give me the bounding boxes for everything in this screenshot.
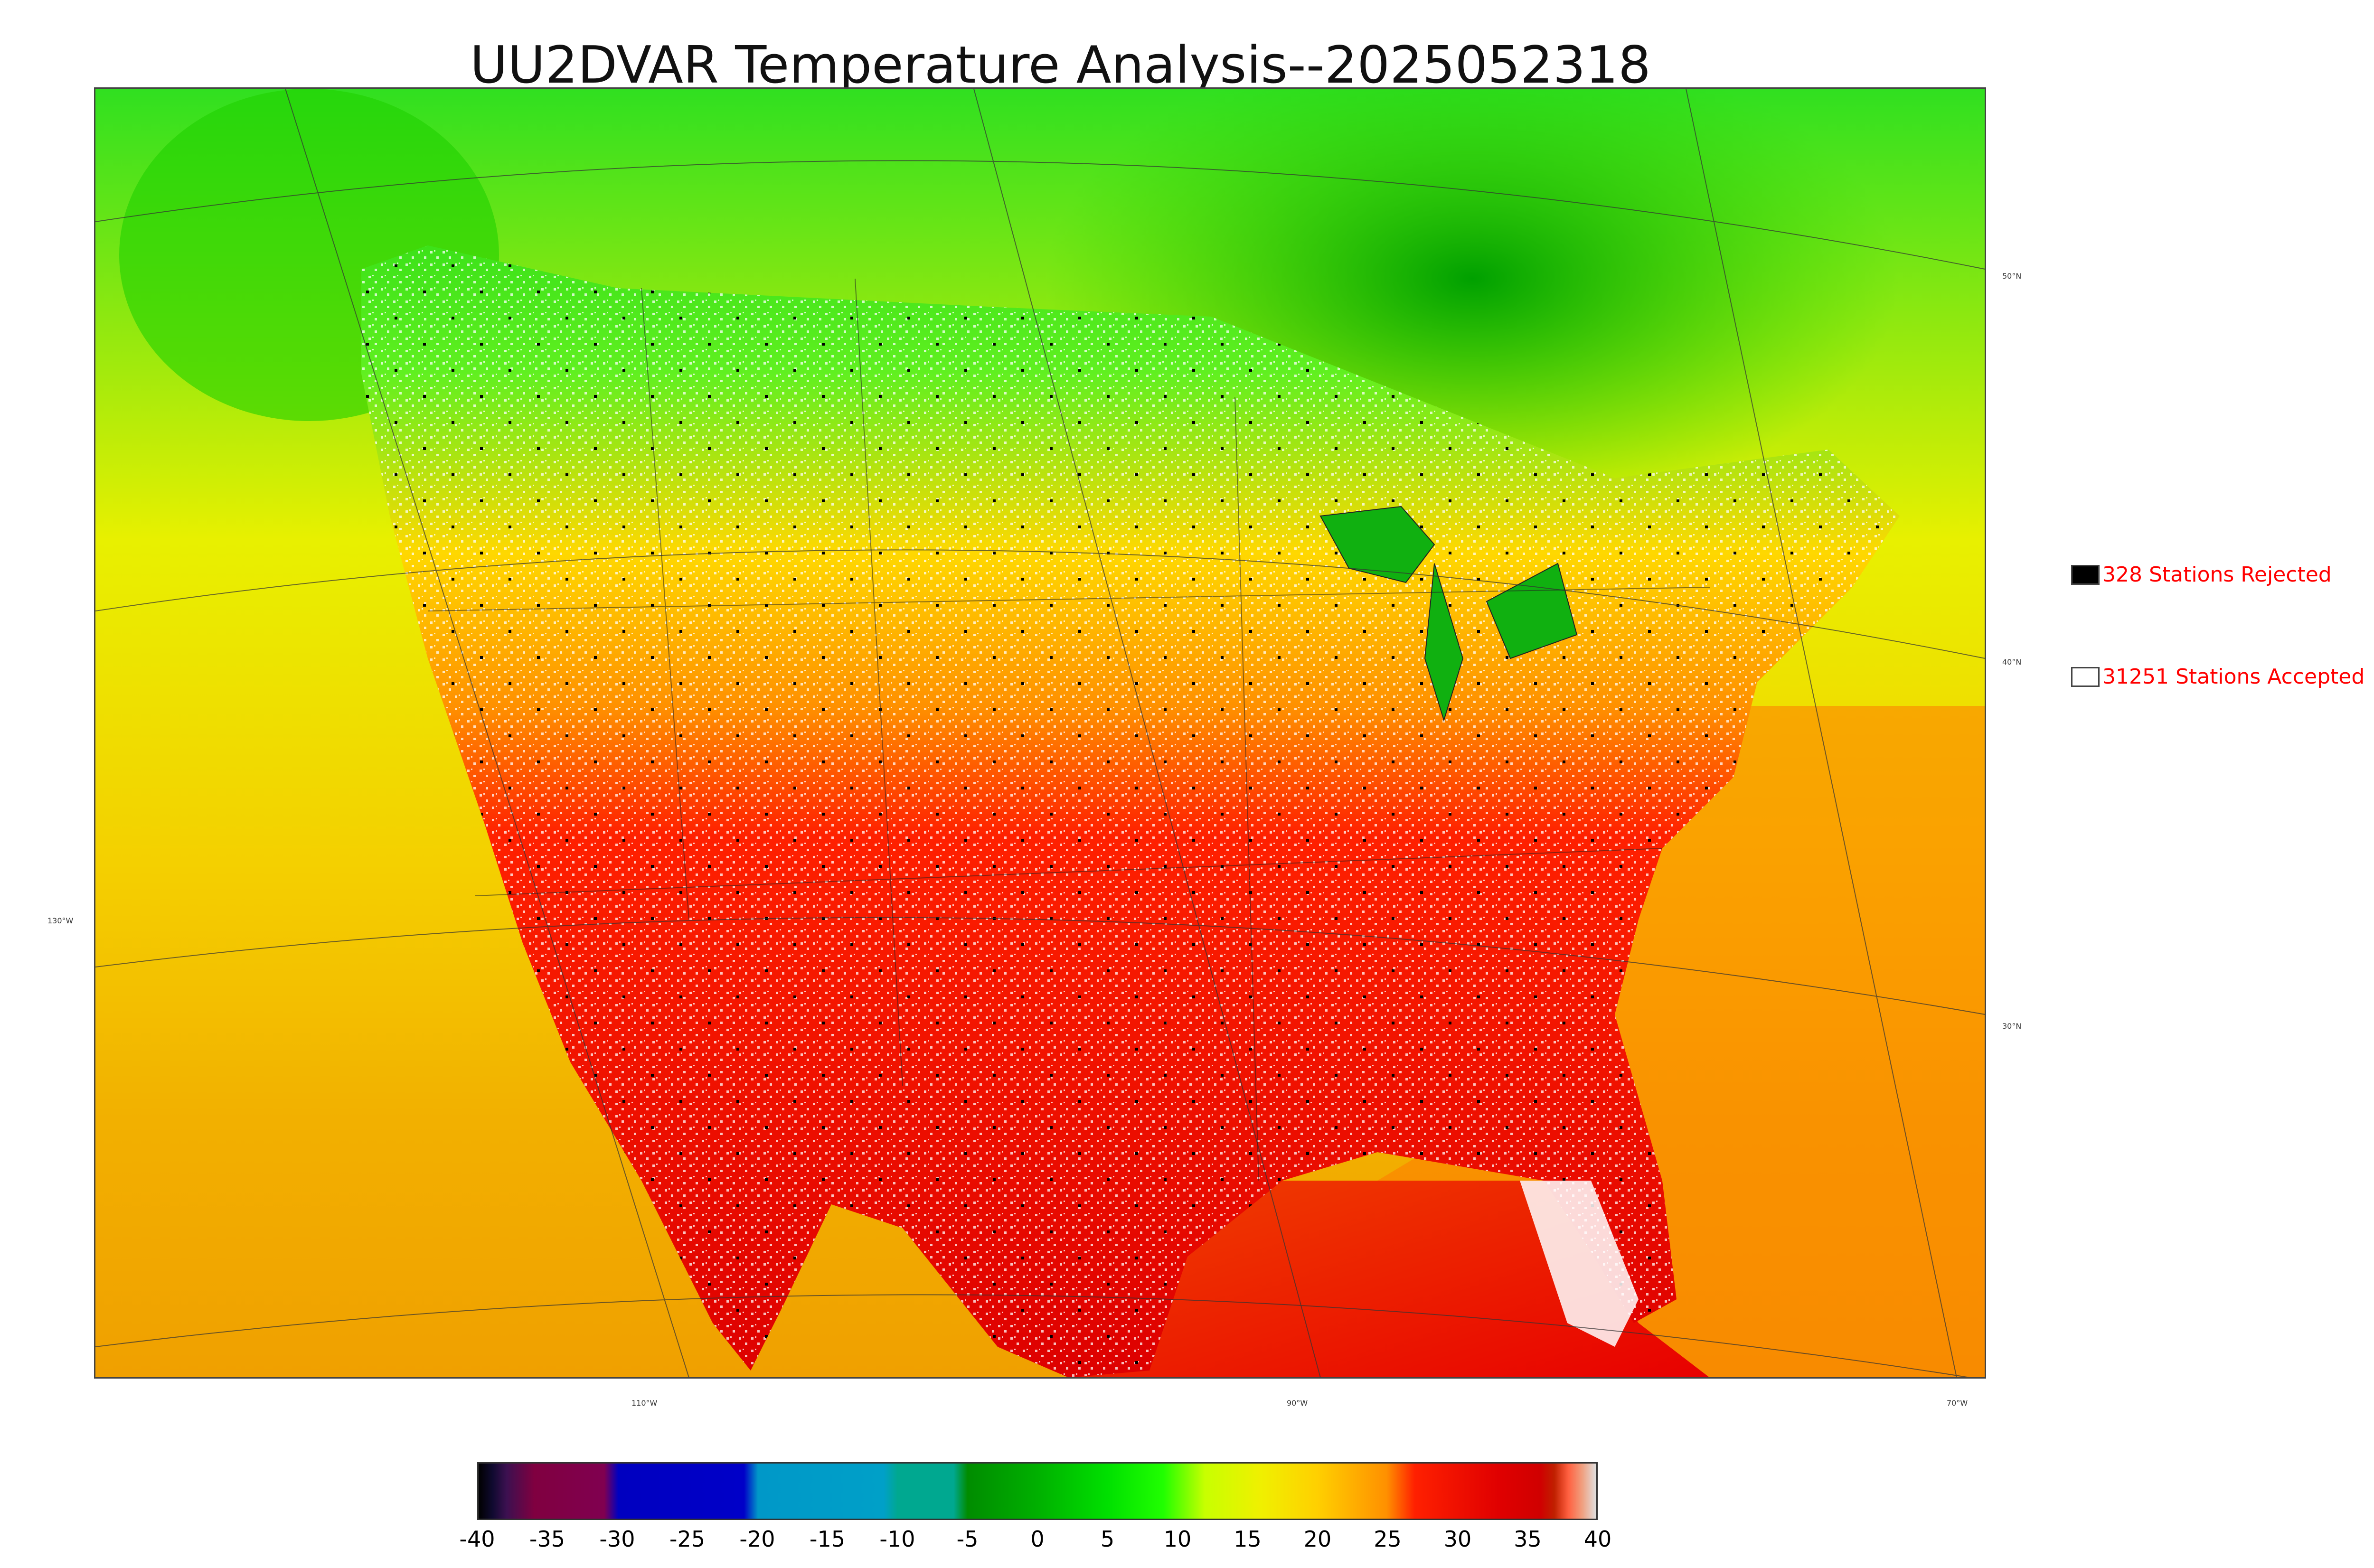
colorbar-tick-label: -5 bbox=[956, 1526, 979, 1552]
colorbar-tick-label: 40 bbox=[1583, 1526, 1612, 1552]
accepted-swatch bbox=[2071, 667, 2100, 687]
lon-label-130: 130°W bbox=[47, 916, 74, 925]
colorbar-tick-label: 20 bbox=[1303, 1526, 1332, 1552]
rejected-swatch bbox=[2071, 564, 2100, 585]
lat-label-30: 30°N bbox=[2002, 1022, 2022, 1031]
colorbar-tick-label: -15 bbox=[809, 1526, 846, 1552]
colorbar-tick-label: -40 bbox=[459, 1526, 495, 1552]
accepted-label: 31251 Stations Accepted bbox=[2102, 665, 2365, 689]
rejected-label: 328 Stations Rejected bbox=[2102, 563, 2332, 587]
legend-rejected: 328 Stations Rejected bbox=[2071, 563, 2332, 587]
lat-label-50: 50°N bbox=[2002, 272, 2022, 281]
lon-label-110: 110°W bbox=[631, 1399, 658, 1408]
colorbar-tick-label: 25 bbox=[1374, 1526, 1402, 1552]
lon-label-90: 90°W bbox=[1287, 1399, 1308, 1408]
colorbar-tick-label: 0 bbox=[1030, 1526, 1045, 1552]
colorbar-tick-label: -10 bbox=[879, 1526, 915, 1552]
colorbar-tick-label: 30 bbox=[1443, 1526, 1472, 1552]
colorbar-tick-label: -20 bbox=[739, 1526, 775, 1552]
colorbar-tick-label: 10 bbox=[1163, 1526, 1192, 1552]
map-title: UU2DVAR Temperature Analysis--2025052318 bbox=[470, 36, 1651, 95]
lat-label-40: 40°N bbox=[2002, 657, 2022, 667]
colorbar-tick-label: 35 bbox=[1514, 1526, 1542, 1552]
colorbar-tick-label: -25 bbox=[669, 1526, 706, 1552]
colorbar-tick-label: -35 bbox=[529, 1526, 565, 1552]
colorbar-tick-label: -30 bbox=[599, 1526, 635, 1552]
temperature-colorbar bbox=[477, 1462, 1598, 1520]
temperature-map bbox=[94, 87, 1986, 1379]
legend-accepted: 31251 Stations Accepted bbox=[2071, 665, 2365, 689]
colorbar-tick-label: 15 bbox=[1234, 1526, 1262, 1552]
lon-label-70: 70°W bbox=[1947, 1399, 1968, 1408]
colorbar-tick-label: 5 bbox=[1100, 1526, 1115, 1552]
